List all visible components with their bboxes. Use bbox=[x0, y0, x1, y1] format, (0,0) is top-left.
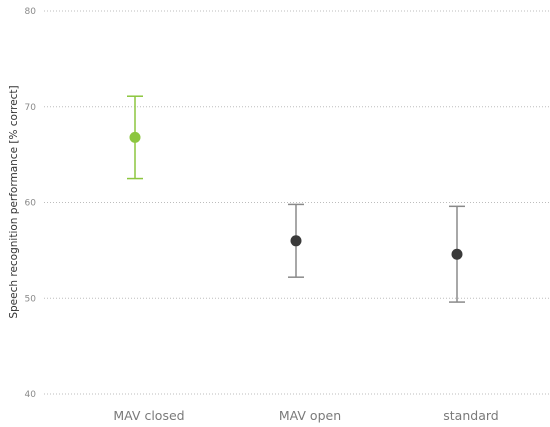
y-tick-label-60: 60 bbox=[25, 199, 37, 209]
x-category-label-standard: standard bbox=[443, 408, 498, 423]
data-points bbox=[129, 131, 463, 260]
x-category-label-mav-open: MAV open bbox=[279, 408, 341, 423]
y-tick-label-80: 80 bbox=[25, 7, 37, 17]
data-point-mav-closed bbox=[129, 131, 141, 143]
x-category-label-mav-closed: MAV closed bbox=[113, 408, 184, 423]
error-bars bbox=[127, 95, 465, 303]
data-point-mav-open bbox=[290, 235, 302, 247]
y-tick-label-50: 50 bbox=[25, 294, 37, 304]
data-point-standard bbox=[451, 248, 463, 260]
y-axis-title: Speech recognition performance [% correc… bbox=[8, 85, 20, 318]
grid-layer bbox=[44, 10, 550, 395]
y-tick-label-40: 40 bbox=[25, 390, 37, 400]
y-tick-label-70: 70 bbox=[25, 103, 37, 113]
y-tick-labels: 40 50 60 70 80 bbox=[25, 7, 37, 400]
x-category-labels: MAV closed MAV open standard bbox=[113, 408, 498, 423]
